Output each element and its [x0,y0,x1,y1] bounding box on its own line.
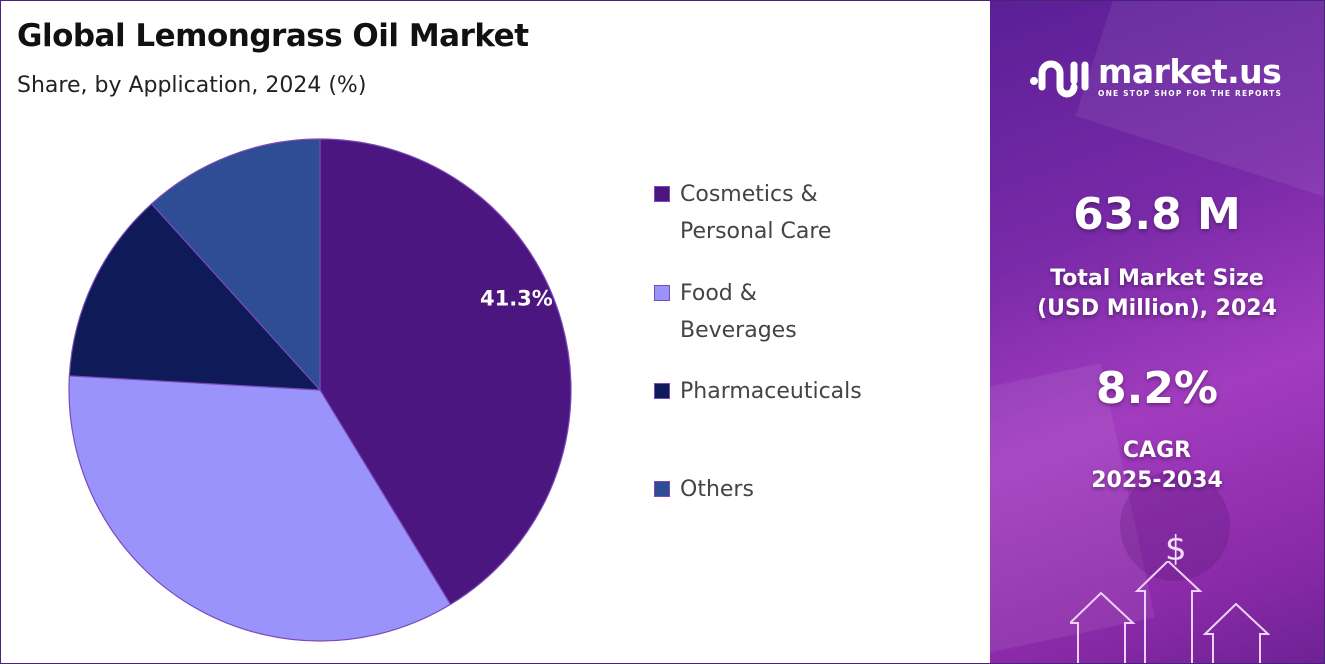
cagr-period: 2025-2034 [1091,468,1223,493]
slice-pharmaceuticals [68,202,322,391]
growth-arrows-icon [1070,561,1270,663]
legend-swatch [654,383,670,399]
chart-subtitle: Share, by Application, 2024 (%) [17,73,367,98]
legend-label: Cosmetics & [680,182,818,207]
dollar-icon: $ [1165,529,1187,569]
market-size-label: Total Market Size [1050,266,1264,291]
legend-label: Others [680,477,754,502]
legend-label: Food & [680,281,757,306]
slice-cosmetics [319,138,572,606]
logo-mark-icon [1030,60,1089,98]
legend-item-others: Others [654,471,914,508]
legend-label: Personal Care [680,219,832,244]
summary-panel: market.us ONE STOP SHOP FOR THE REPORTS … [990,1,1324,663]
slice-food [68,375,452,642]
market-us-logo: market.us ONE STOP SHOP FOR THE REPORTS [1028,51,1282,101]
pie-chart: 41.3% [68,138,572,642]
slice-others [150,138,321,392]
market-size-label: (USD Million), 2024 [1037,296,1277,321]
legend-swatch [654,481,670,497]
data-label: 41.3% [480,287,553,311]
legend-swatch [654,186,670,202]
legend-item-pharmaceuticals: Pharmaceuticals [654,373,914,410]
logo-name: market.us [1098,51,1282,91]
market-size-value: 63.8 M [1073,189,1241,240]
logo-tagline: ONE STOP SHOP FOR THE REPORTS [1098,88,1283,98]
legend-swatch [654,285,670,301]
legend-item-food: Food & Beverages [654,275,914,349]
legend-label: Beverages [680,318,797,343]
legend-label: Pharmaceuticals [680,379,862,404]
chart-title: Global Lemongrass Oil Market [17,18,529,54]
legend-item-cosmetics: Cosmetics & Personal Care [654,176,914,250]
cagr-label: CAGR [1122,438,1192,463]
cagr-value: 8.2% [1095,363,1219,414]
